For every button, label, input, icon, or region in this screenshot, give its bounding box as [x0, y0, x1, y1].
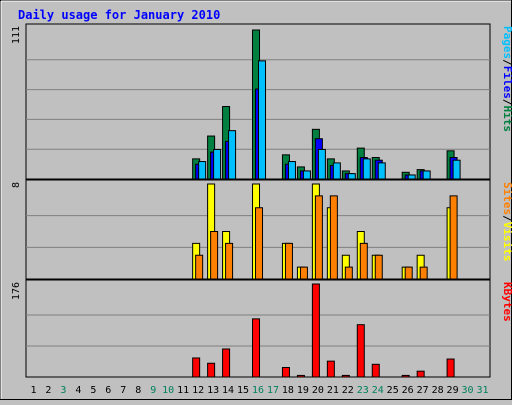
day-label-23: 23 — [357, 385, 369, 396]
bar-sites-day-23 — [359, 242, 368, 280]
bar-kbytes-day-18 — [281, 366, 290, 378]
legend-entry: KBytes — [501, 282, 512, 322]
day-label-1: 1 — [30, 385, 36, 396]
ymax-label: 111 — [11, 26, 22, 44]
bar-kbytes-day-19 — [296, 374, 305, 378]
bar-sites-day-24 — [374, 254, 383, 280]
bar-pages-day-27 — [422, 170, 431, 180]
bar-sites-day-27 — [419, 266, 428, 280]
chart-title: Daily usage for January 2010 — [18, 8, 220, 22]
day-label-26: 26 — [402, 385, 414, 396]
bar-pages-day-23 — [362, 158, 371, 180]
day-label-13: 13 — [207, 385, 219, 396]
day-label-17: 17 — [267, 385, 279, 396]
bar-sites-day-16 — [255, 207, 264, 280]
bar-pages-day-16 — [258, 60, 267, 180]
day-label-28: 28 — [432, 385, 444, 396]
bar-kbytes-day-13 — [207, 362, 216, 378]
bar-sites-day-21 — [329, 195, 338, 280]
day-label-10: 10 — [162, 385, 174, 396]
day-label-30: 30 — [462, 385, 474, 396]
day-label-14: 14 — [222, 385, 234, 396]
legend-entry: Sites — [501, 182, 512, 215]
legend-entry: / — [501, 215, 512, 222]
bar-kbytes-day-23 — [356, 324, 365, 378]
bar-sites-day-14 — [225, 242, 234, 280]
day-label-27: 27 — [417, 385, 429, 396]
bar-pages-day-18 — [287, 161, 296, 180]
legend: Pages/Files/Hits — [501, 26, 512, 132]
day-label-31: 31 — [476, 385, 488, 396]
day-label-16: 16 — [252, 385, 264, 396]
day-label-25: 25 — [387, 385, 399, 396]
bar-kbytes-day-26 — [401, 374, 410, 378]
legend-entry: Hits — [501, 106, 512, 133]
bar-sites-day-22 — [344, 266, 353, 280]
bar-kbytes-day-22 — [341, 374, 350, 378]
bar-sites-day-29 — [449, 195, 458, 280]
day-label-3: 3 — [60, 385, 66, 396]
bar-pages-day-21 — [332, 162, 341, 180]
bar-pages-day-13 — [213, 148, 222, 180]
legend-entry: / — [501, 59, 512, 66]
day-label-7: 7 — [120, 385, 126, 396]
bar-sites-day-13 — [210, 231, 219, 280]
bar-kbytes-day-12 — [192, 357, 201, 378]
day-label-22: 22 — [342, 385, 354, 396]
bar-pages-day-24 — [377, 162, 386, 180]
bar-kbytes-day-29 — [446, 358, 455, 378]
day-label-12: 12 — [192, 385, 204, 396]
day-label-9: 9 — [150, 385, 156, 396]
day-label-4: 4 — [75, 385, 81, 396]
bar-kbytes-day-20 — [311, 283, 320, 378]
bar-pages-day-22 — [347, 173, 356, 180]
day-label-29: 29 — [447, 385, 459, 396]
day-label-20: 20 — [312, 385, 324, 396]
bar-kbytes-day-21 — [326, 360, 335, 378]
bar-sites-day-26 — [404, 266, 413, 280]
legend-entry: Visits — [501, 222, 512, 262]
legend: Sites/Visits — [501, 182, 512, 262]
bar-sites-day-18 — [284, 242, 293, 280]
bar-pages-day-12 — [198, 161, 207, 180]
bar-pages-day-26 — [407, 174, 416, 180]
bar-kbytes-day-24 — [371, 363, 380, 378]
day-label-11: 11 — [177, 385, 189, 396]
bar-sites-day-12 — [195, 254, 204, 280]
bar-pages-day-14 — [228, 130, 237, 180]
legend-entry: Files — [501, 66, 512, 99]
day-label-15: 15 — [237, 385, 249, 396]
day-label-6: 6 — [105, 385, 111, 396]
legend: KBytes — [501, 282, 512, 322]
bar-sites-day-19 — [299, 266, 308, 280]
day-label-21: 21 — [327, 385, 339, 396]
bar-kbytes-day-27 — [416, 370, 425, 378]
day-label-18: 18 — [282, 385, 294, 396]
bar-pages-day-19 — [302, 170, 311, 180]
ymax-label: 176 — [11, 282, 22, 300]
panel-kbytes: 176 KBytes — [11, 279, 512, 378]
legend-entry: Pages — [501, 26, 512, 59]
bar-sites-day-20 — [314, 195, 323, 280]
ymax-label: 8 — [11, 182, 22, 188]
day-label-19: 19 — [297, 385, 309, 396]
bar-kbytes-day-16 — [252, 318, 261, 378]
day-label-24: 24 — [372, 385, 384, 396]
legend-entry: / — [501, 99, 512, 106]
day-label-5: 5 — [90, 385, 96, 396]
bar-pages-day-29 — [452, 159, 461, 180]
bar-pages-day-20 — [317, 148, 326, 180]
panel-visits-sites: 8 Sites/Visits — [11, 179, 512, 280]
bar-kbytes-day-14 — [222, 348, 231, 378]
day-label-2: 2 — [45, 385, 51, 396]
day-label-8: 8 — [135, 385, 141, 396]
